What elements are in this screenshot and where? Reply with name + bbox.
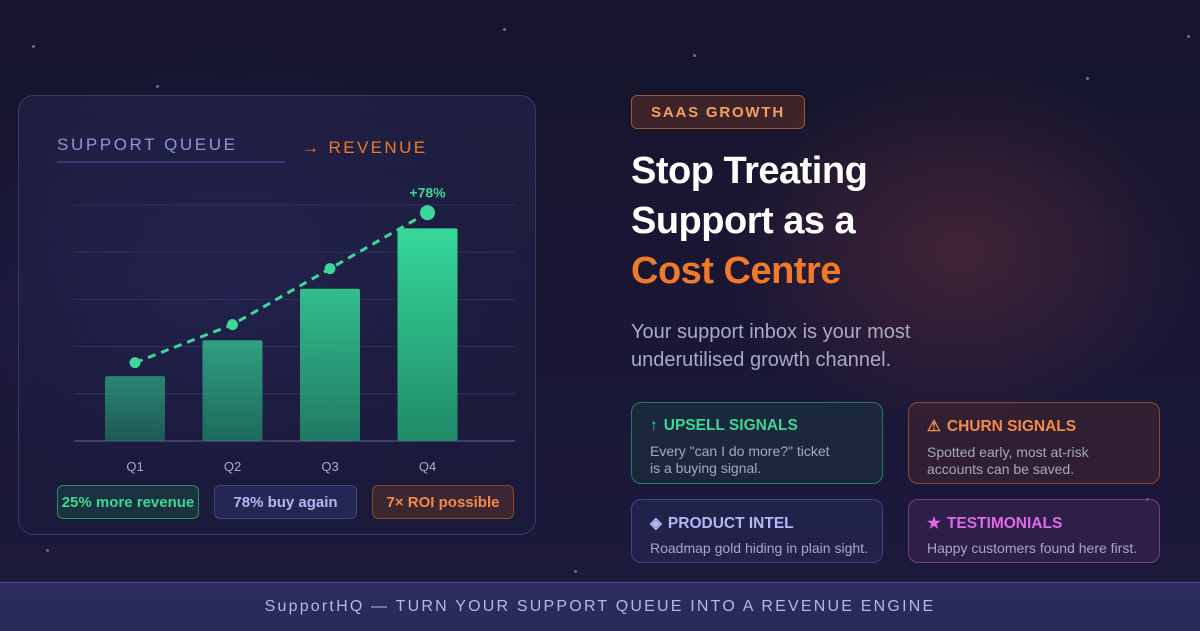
feature-card-churn: ⚠ CHURN SIGNALS Spotted early, most at-r…: [908, 402, 1160, 484]
feature-desc-line: Happy customers found here first.: [927, 540, 1138, 556]
feature-description: Spotted early, most at-risk accounts can…: [927, 444, 1141, 478]
trend-line: [134, 211, 429, 365]
subtitle-line-1: Your support inbox is your most: [631, 321, 911, 343]
bar-chart: Q1 Q2 Q3 Q4 +78%: [74, 185, 515, 474]
feature-title: PRODUCT INTEL: [667, 514, 794, 532]
bar-q3: [300, 288, 360, 441]
headline: Stop Treating Support as a Cost Centre: [631, 146, 1151, 296]
category-badge: SAAS GROWTH: [631, 95, 805, 129]
star-decoration: [156, 85, 159, 88]
star-decoration: [1086, 77, 1089, 80]
headline-line-2: Support as a: [631, 200, 856, 242]
revenue-label: → REVENUE: [302, 138, 428, 157]
feature-card-testimonials: ★ TESTIMONIALS Happy customers found her…: [908, 499, 1160, 563]
star-decoration: [1187, 35, 1190, 38]
footer-banner: SupportHQ — TURN YOUR SUPPORT QUEUE INTO…: [0, 582, 1200, 631]
feature-description: Every "can I do more?" ticket is a buyin…: [650, 443, 864, 477]
feature-title: UPSELL SIGNALS: [663, 417, 798, 434]
feature-desc-line: Roadmap gold hiding in plain sight.: [650, 540, 868, 556]
star-decoration: [574, 570, 577, 573]
feature-card-upsell: ↑ UPSELL SIGNALS Every "can I do more?" …: [631, 402, 883, 484]
bar-q2: [202, 340, 263, 441]
subtitle: Your support inbox is your most underuti…: [631, 318, 1051, 374]
star-decoration: [693, 54, 696, 57]
feature-desc-line: Every "can I do more?" ticket: [650, 443, 830, 459]
chart-card: Q1 Q2 Q3 Q4 +78% SUPPORT QUEUE → REVENUE 25%…: [18, 95, 536, 535]
x-tick-label: Q4: [419, 459, 436, 474]
diamond-icon: ◈: [650, 515, 662, 532]
growth-annotation: +78%: [409, 185, 446, 201]
trend-point: [129, 357, 141, 369]
x-tick-label: Q2: [224, 459, 241, 474]
feature-title: TESTIMONIALS: [946, 514, 1063, 532]
feature-desc-line: is a buying signal.: [650, 460, 762, 476]
trend-point: [420, 205, 435, 221]
feature-desc-line: Spotted early, most at-risk: [927, 444, 1089, 460]
chart-title: SUPPORT QUEUE: [57, 135, 285, 163]
feature-card-product-intel: ◈ PRODUCT INTEL Roadmap gold hiding in p…: [631, 499, 883, 563]
warning-icon: ⚠: [927, 418, 941, 435]
star-decoration: [46, 549, 49, 552]
bar-q1: [105, 376, 165, 441]
feature-desc-line: accounts can be saved.: [927, 461, 1075, 477]
star-decoration: [503, 28, 506, 31]
headline-accent: Cost Centre: [631, 250, 841, 292]
trend-point: [324, 263, 336, 275]
arrow-up-icon: ↑: [650, 417, 658, 434]
bar-q4: [397, 228, 458, 441]
star-decoration: [32, 45, 35, 48]
x-tick-label: Q1: [126, 459, 143, 474]
stat-pill-roi: 7× ROI possible: [372, 485, 514, 519]
feature-description: Happy customers found here first.: [927, 540, 1141, 557]
feature-title: CHURN SIGNALS: [946, 417, 1077, 435]
feature-description: Roadmap gold hiding in plain sight.: [650, 540, 868, 557]
trend-point: [227, 319, 238, 331]
stat-pill-revenue: 25% more revenue: [57, 485, 199, 519]
star-icon: ★: [927, 515, 941, 532]
x-tick-label: Q3: [321, 459, 338, 474]
subtitle-line-2: underutilised growth channel.: [631, 349, 892, 371]
headline-line-1: Stop Treating: [631, 150, 868, 192]
stat-pill-buy-again: 78% buy again: [214, 485, 357, 519]
